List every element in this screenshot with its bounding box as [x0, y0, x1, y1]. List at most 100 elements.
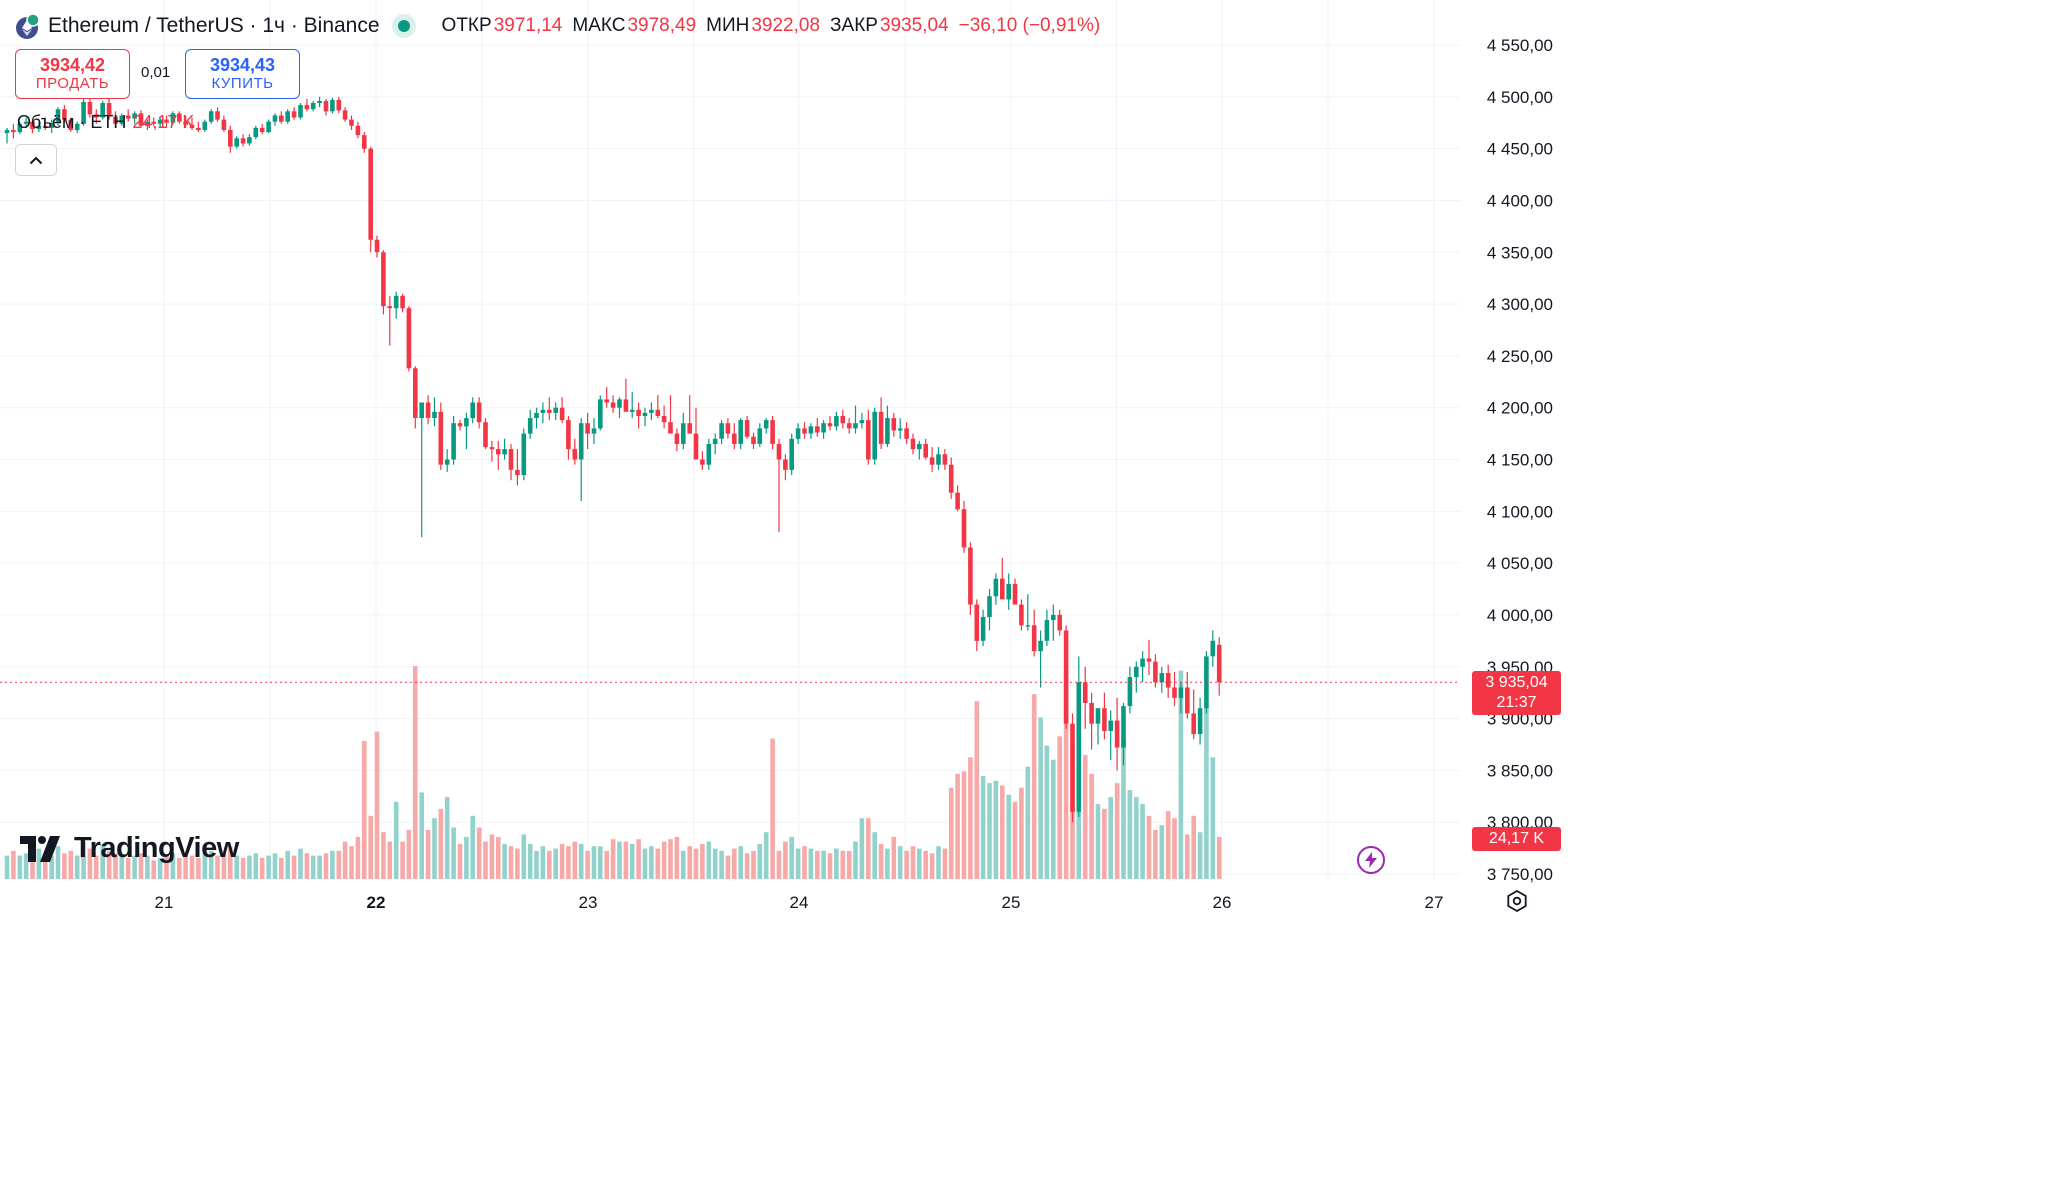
volume-bar [815, 850, 820, 879]
candle [878, 397, 884, 450]
candle [81, 98, 86, 126]
current-price-value: 3 935,04 [1485, 674, 1548, 691]
volume-bar [776, 850, 782, 879]
y-tick-label: 4 000,00 [1487, 606, 1553, 625]
candle [636, 402, 641, 429]
volume-bar [846, 850, 852, 879]
volume-bar [132, 855, 137, 879]
candle [381, 250, 386, 315]
volume-bar [1038, 717, 1043, 879]
candle [183, 115, 188, 128]
candle [323, 98, 329, 116]
volume-bar [1057, 736, 1062, 879]
sell-button[interactable]: 3934,42 ПРОДАТЬ [15, 49, 130, 99]
candle [591, 418, 597, 444]
volume-bar [49, 855, 54, 879]
candle [17, 121, 23, 135]
candle [1165, 664, 1171, 698]
candle [279, 111, 284, 124]
volume-bar [891, 836, 897, 879]
y-tick-label: 4 100,00 [1487, 502, 1553, 521]
candle [674, 428, 680, 452]
candle [993, 573, 999, 605]
volume-bar [444, 797, 450, 879]
volume-bar [215, 855, 220, 879]
candle [629, 392, 635, 419]
candle [968, 542, 973, 615]
volume-legend[interactable]: Объём · ETH 24,17 K [17, 112, 194, 133]
volume-bar [342, 841, 348, 879]
volume-bar [1159, 825, 1165, 879]
volume-bar [540, 846, 546, 879]
volume-bar [1102, 808, 1107, 879]
candle [208, 109, 214, 124]
candle [272, 113, 278, 126]
close-value: 3935,04 [879, 15, 949, 36]
candle [706, 438, 712, 470]
candle [362, 132, 367, 153]
volume-bar [904, 850, 909, 879]
volume-bar [942, 848, 948, 879]
volume-bar [157, 857, 163, 879]
lightning-button[interactable] [1357, 846, 1385, 874]
volume-bar [310, 855, 316, 879]
candle [234, 136, 239, 149]
candle [623, 378, 629, 412]
low-label: МИН [706, 15, 750, 36]
volume-bar [923, 850, 928, 879]
time-axis[interactable]: 21 22 23 24 25 26 27 [155, 893, 1444, 912]
candle [4, 127, 10, 144]
candle [374, 235, 380, 258]
candle [859, 412, 865, 429]
low-value: 3922,08 [751, 15, 821, 36]
price-axis[interactable]: 4 550,00 4 500,00 4 450,00 4 400,00 4 350,00… [1487, 36, 1553, 884]
candle [1127, 666, 1133, 714]
volume-bar [23, 853, 29, 879]
candle [566, 416, 571, 460]
buy-button[interactable]: 3934,43 КУПИТЬ [185, 49, 300, 99]
tradingview-logo[interactable]: TradingView [20, 832, 239, 865]
volume-bar [821, 850, 826, 879]
volume-bar [259, 857, 265, 879]
collapse-legend-button[interactable] [15, 144, 57, 176]
volume-bar [81, 841, 86, 879]
high-label: МАКС [572, 15, 626, 36]
candle [285, 109, 290, 124]
candle [547, 397, 552, 421]
candle [49, 119, 54, 134]
candle [815, 418, 820, 437]
volume-bar [827, 853, 833, 879]
candle [36, 122, 42, 132]
candle [464, 412, 469, 450]
candlestick-chart[interactable]: 4 550,00 4 500,00 4 450,00 4 400,00 4 350,00… [0, 0, 1568, 920]
volume-bar [559, 843, 565, 879]
volume-bar [304, 853, 310, 879]
symbol-title[interactable]: Ethereum / TetherUS · 1ч · Binance [48, 14, 380, 37]
volume-bar [585, 850, 590, 879]
candle [349, 115, 354, 130]
volume-bar [464, 836, 469, 879]
candle [330, 97, 335, 114]
volume-bar [183, 855, 188, 879]
volume-bar [317, 855, 322, 879]
y-tick-label: 4 300,00 [1487, 295, 1553, 314]
x-tick-label: 24 [790, 893, 809, 912]
candle [508, 444, 514, 481]
volume-bar [170, 853, 176, 879]
candle [942, 449, 948, 470]
volume-bar [400, 841, 405, 879]
volume-bar [1031, 694, 1037, 879]
volume-bar [1019, 787, 1024, 879]
gear-icon[interactable] [1505, 889, 1529, 913]
candle [1057, 609, 1062, 636]
candle [770, 416, 775, 450]
volume-bar [795, 848, 801, 879]
x-tick-label: 25 [1002, 893, 1021, 912]
volume-bar [770, 738, 775, 879]
candle [1172, 671, 1177, 707]
candle [1063, 625, 1069, 729]
volume-bar [330, 850, 335, 879]
candle [483, 418, 488, 450]
volume-bar [591, 846, 597, 879]
candle [1134, 661, 1139, 693]
